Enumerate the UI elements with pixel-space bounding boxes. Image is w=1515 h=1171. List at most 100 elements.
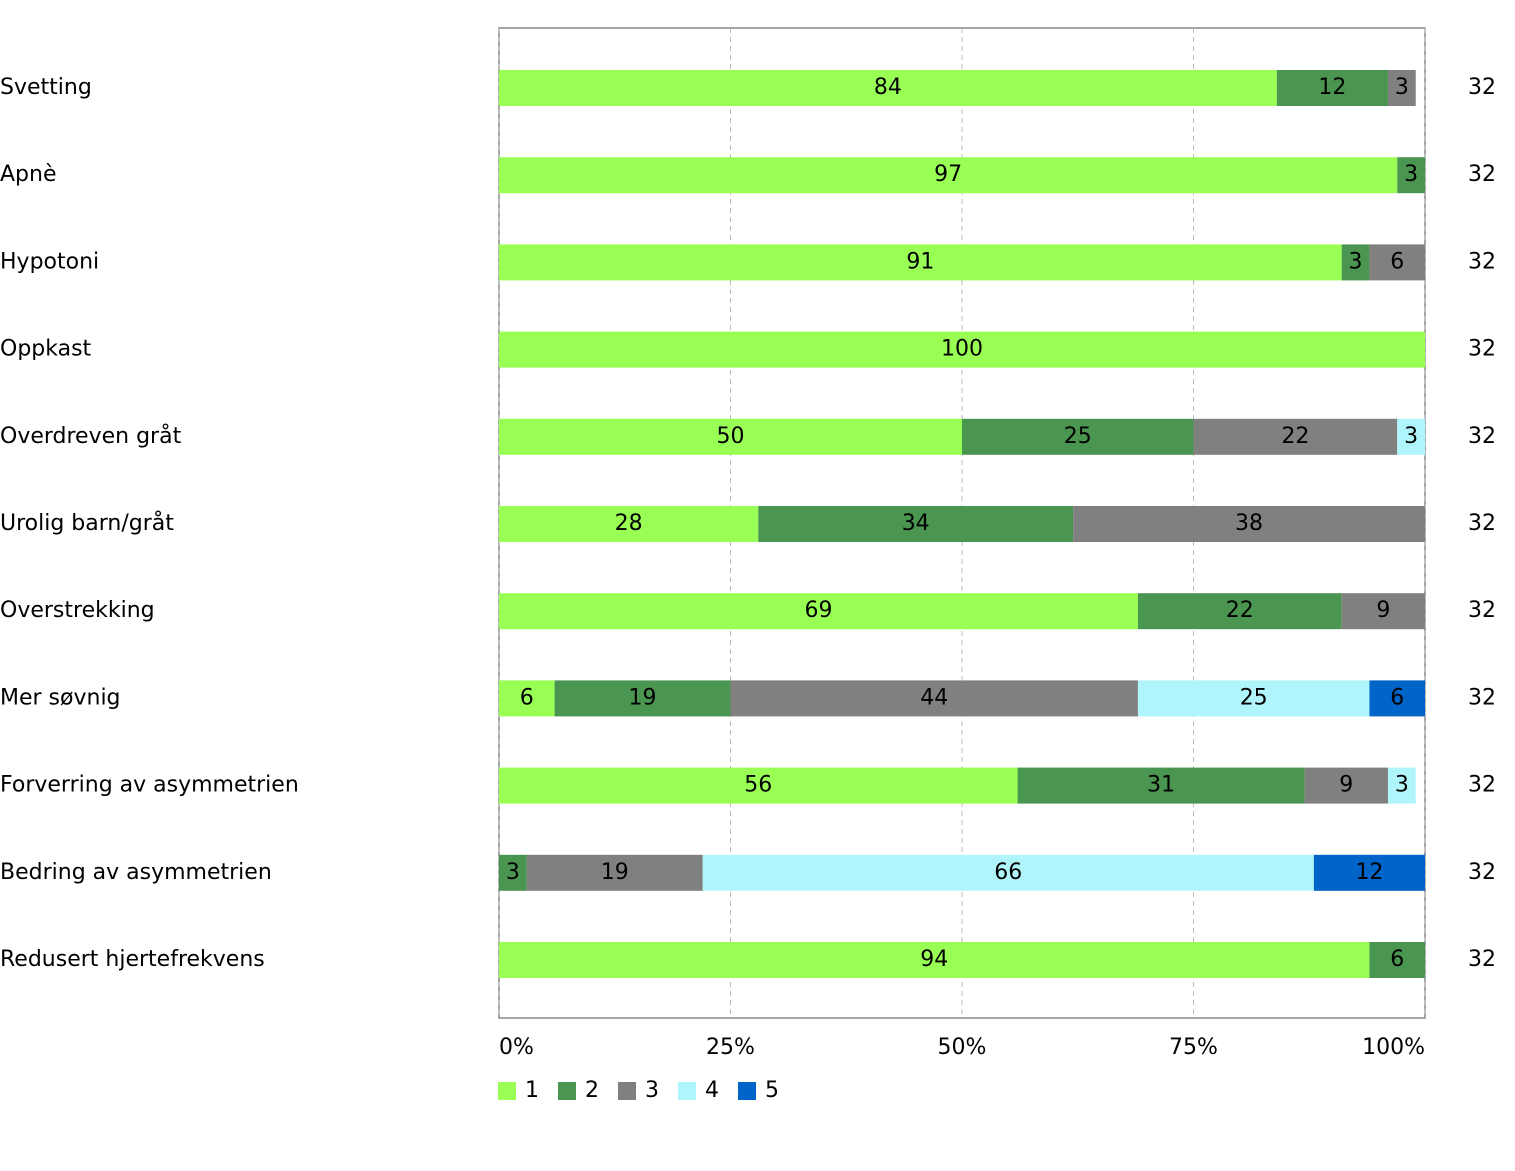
legend-label: 5 — [765, 1078, 779, 1103]
bar-segment — [499, 680, 555, 717]
category-label: Apnè — [0, 162, 57, 187]
n-label: 32 — [1468, 860, 1496, 885]
bar-segment — [1397, 157, 1425, 194]
n-label: 32 — [1468, 511, 1496, 536]
value-label: 9 — [1339, 773, 1353, 798]
value-label: 97 — [934, 162, 962, 187]
value-label: 28 — [615, 511, 643, 536]
bar-segment — [730, 680, 1138, 717]
category-label: Svetting — [0, 75, 92, 100]
legend-swatch — [618, 1082, 636, 1100]
bar-segment — [1017, 767, 1305, 804]
n-label: 32 — [1468, 75, 1496, 100]
category-label: Forverring av asymmetrien — [0, 773, 299, 798]
legend-label: 3 — [645, 1078, 659, 1103]
value-label: 56 — [744, 773, 772, 798]
value-label: 12 — [1355, 860, 1383, 885]
bar-segment — [1387, 767, 1416, 804]
bar-segment — [499, 244, 1342, 281]
bar-segment — [554, 680, 731, 717]
n-label: 32 — [1468, 337, 1496, 362]
legend-label: 4 — [705, 1078, 719, 1103]
bar-segment — [1387, 70, 1416, 106]
value-label: 6 — [1390, 947, 1404, 972]
value-label: 3 — [1404, 424, 1418, 449]
value-label: 31 — [1147, 773, 1175, 798]
category-label: Urolig barn/gråt — [0, 510, 174, 536]
bar-segment — [1369, 942, 1425, 978]
n-label: 32 — [1468, 424, 1496, 449]
value-label: 38 — [1235, 511, 1263, 536]
bar-segment — [499, 70, 1277, 106]
value-label: 84 — [874, 75, 902, 100]
category-label: Bedring av asymmetrien — [0, 860, 272, 885]
bar-segment — [1369, 680, 1425, 717]
value-label: 44 — [920, 685, 948, 710]
value-label: 19 — [601, 860, 629, 885]
bar-segment — [499, 593, 1138, 630]
category-label: Overstrekking — [0, 598, 155, 623]
value-label: 3 — [1395, 75, 1409, 100]
value-label: 6 — [520, 685, 534, 710]
bar-segment — [1341, 244, 1370, 281]
value-label: 12 — [1318, 75, 1346, 100]
x-tick-label: 0% — [499, 1035, 534, 1060]
bar-segment — [962, 418, 1194, 455]
legend-swatch — [558, 1082, 576, 1100]
value-label: 66 — [994, 860, 1022, 885]
n-label: 32 — [1468, 947, 1496, 972]
bar-segment — [499, 506, 759, 542]
bar-segment — [499, 942, 1370, 978]
value-label: 22 — [1226, 598, 1254, 623]
bar-segment — [1137, 680, 1370, 717]
bar-segment — [499, 854, 527, 891]
category-label: Oppkast — [0, 337, 92, 362]
bar-segment — [1313, 854, 1425, 891]
value-label: 6 — [1390, 249, 1404, 274]
value-label: 25 — [1240, 685, 1268, 710]
bar-segment — [1304, 767, 1388, 804]
x-tick-label: 50% — [938, 1035, 987, 1060]
value-label: 19 — [629, 685, 657, 710]
n-label: 32 — [1468, 598, 1496, 623]
bar-segment — [758, 506, 1074, 542]
bar-segment — [526, 854, 703, 891]
category-label: Redusert hjertefrekvens — [0, 947, 265, 972]
category-label: Overdreven gråt — [0, 423, 182, 449]
bar-segment — [1369, 244, 1425, 281]
x-tick-label: 25% — [706, 1035, 755, 1060]
n-label: 32 — [1468, 162, 1496, 187]
n-label: 32 — [1468, 773, 1496, 798]
bar-segment — [1073, 506, 1425, 542]
bar-segment — [1397, 418, 1425, 455]
value-label: 50 — [717, 424, 745, 449]
value-label: 3 — [1395, 773, 1409, 798]
bar-segment — [1193, 418, 1398, 455]
bar-segment — [702, 854, 1314, 891]
bar-segment — [499, 767, 1018, 804]
value-label: 91 — [906, 249, 934, 274]
bar-segment — [499, 157, 1398, 194]
value-label: 3 — [1404, 162, 1418, 187]
legend-label: 2 — [585, 1078, 599, 1103]
n-label: 32 — [1468, 685, 1496, 710]
category-label: Mer søvnig — [0, 685, 121, 710]
value-label: 69 — [804, 598, 832, 623]
value-label: 100 — [941, 337, 983, 362]
bar-segment — [1137, 593, 1342, 630]
bar-segment — [499, 418, 962, 455]
value-label: 3 — [506, 860, 520, 885]
bar-segment — [1276, 70, 1388, 106]
value-label: 3 — [1349, 249, 1363, 274]
category-label: Hypotoni — [0, 249, 99, 274]
n-label: 32 — [1468, 249, 1496, 274]
value-label: 25 — [1064, 424, 1092, 449]
value-label: 22 — [1281, 424, 1309, 449]
value-label: 9 — [1376, 598, 1390, 623]
value-label: 6 — [1390, 685, 1404, 710]
bar-segment — [499, 331, 1425, 368]
legend-swatch — [738, 1082, 756, 1100]
legend-swatch — [498, 1082, 516, 1100]
bar-segment — [1341, 593, 1425, 630]
